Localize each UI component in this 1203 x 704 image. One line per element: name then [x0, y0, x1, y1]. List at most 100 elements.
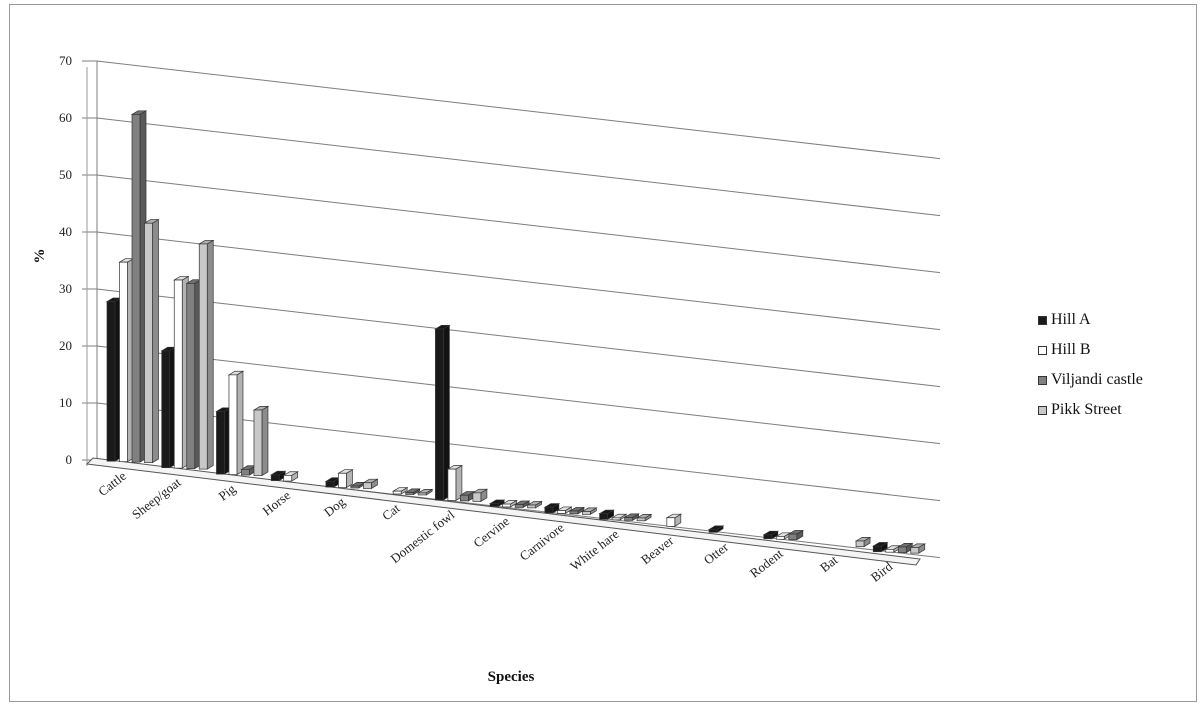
- bar-pikk-street-white-hare: [635, 513, 653, 522]
- bar-front: [119, 261, 128, 463]
- gridline: [96, 60, 941, 160]
- bar-hill-b-domestic-fowl: [446, 464, 464, 502]
- bar-front: [775, 536, 785, 540]
- bar-front: [173, 279, 183, 469]
- bar-front: [514, 504, 524, 508]
- bar-front: [460, 494, 469, 502]
- bar-hill-a-domestic-fowl: [434, 324, 451, 501]
- bar-hill-b-pig: [227, 370, 245, 476]
- bar-front: [283, 475, 293, 482]
- bar-side: [206, 239, 214, 470]
- bar-front: [708, 529, 718, 533]
- legend-swatch: [1038, 315, 1047, 325]
- x-tick-label: Cervine: [470, 513, 512, 550]
- legend-swatch: [1038, 375, 1047, 385]
- chart-floor: [85, 457, 921, 566]
- bar-hill-b-dog: [337, 469, 354, 489]
- legend-item-viljandi-castle: Viljandi castle: [1038, 365, 1143, 395]
- bar-viljandi-castle-pig: [240, 465, 257, 476]
- bar-front: [350, 485, 360, 489]
- y-tick-label: 10: [59, 395, 72, 410]
- bar-front: [338, 472, 347, 488]
- bar-hill-a-dog: [324, 477, 342, 488]
- legend-label: Hill B: [1051, 341, 1091, 358]
- gridline: [96, 288, 941, 388]
- bar-viljandi-castle-white-hare: [623, 513, 640, 521]
- bar-viljandi-castle-cat: [404, 488, 421, 496]
- bar-front: [253, 409, 263, 476]
- bar-front: [363, 482, 372, 489]
- x-tick-label: Rodent: [747, 545, 786, 580]
- legend-item-hill-a: Hill A: [1038, 305, 1143, 335]
- bar-front: [611, 517, 621, 521]
- bar-hill-b-bird: [884, 545, 902, 553]
- bar-hill-a-bird: [872, 541, 889, 553]
- bar-viljandi-castle-rodent: [787, 529, 805, 541]
- legend-item-pikk-street: Pikk Street: [1038, 395, 1143, 425]
- bar-hill-b-cervine: [501, 499, 518, 508]
- y-tick-label: 0: [66, 452, 73, 467]
- bar-hill-b-beaver: [665, 513, 683, 527]
- bar-pikk-street-cervine: [526, 500, 543, 509]
- bar-hill-a-otter: [707, 525, 725, 533]
- x-tick-label: Dog: [321, 494, 348, 520]
- bar-viljandi-castle-cattle: [130, 110, 148, 463]
- legend-item-hill-b: Hill B: [1038, 335, 1143, 365]
- x-tick-label: Pig: [216, 481, 239, 504]
- bar-hill-b-horse: [282, 471, 299, 482]
- bar-front: [910, 547, 920, 554]
- bar-front: [897, 546, 907, 554]
- bar-hill-b-cattle: [118, 257, 135, 463]
- bar-front: [325, 480, 335, 488]
- x-tick-label: White hare: [567, 526, 622, 573]
- bar-front: [435, 328, 444, 501]
- bar-front: [599, 513, 608, 520]
- gridline: [96, 345, 941, 445]
- y-tick-label: 30: [59, 281, 72, 296]
- y-tick-label: 20: [59, 338, 72, 353]
- bar-viljandi-castle-carnivore: [568, 506, 586, 515]
- bar-layer: [105, 110, 927, 554]
- bar-front: [392, 490, 402, 495]
- bar-front: [624, 517, 633, 521]
- gridline: [96, 117, 941, 217]
- bar-front: [161, 350, 171, 468]
- bar-hill-a-pig: [215, 407, 232, 475]
- legend-label: Pikk Street: [1051, 401, 1122, 418]
- bar-hill-b-rodent: [775, 532, 792, 540]
- floor-plane: [85, 457, 921, 566]
- bar-pikk-street-cat: [416, 488, 434, 496]
- bar-front: [557, 510, 566, 514]
- bar-front: [447, 468, 457, 501]
- bar-hill-a-cattle: [105, 297, 123, 462]
- bar-hill-a-sheep-goat: [160, 346, 177, 469]
- bar-front: [405, 492, 415, 495]
- bar-viljandi-castle-cervine: [513, 500, 531, 509]
- bar-front: [527, 504, 536, 509]
- bar-side: [261, 405, 269, 477]
- bar-front: [228, 374, 238, 475]
- bar-pikk-street-bat: [854, 536, 872, 548]
- bar-front: [241, 469, 250, 476]
- bar-front: [569, 510, 579, 515]
- legend-swatch: [1038, 405, 1047, 415]
- bar-pikk-street-sheep-goat: [197, 239, 215, 470]
- bar-front: [666, 517, 676, 527]
- x-tick-label: Cattle: [95, 468, 129, 499]
- x-axis-title: Species: [488, 669, 535, 685]
- legend-label: Hill A: [1051, 311, 1091, 328]
- bar-side: [236, 370, 244, 476]
- bar-front: [270, 474, 280, 481]
- gridline: [96, 174, 941, 274]
- y-tick-label: 60: [59, 110, 72, 125]
- bar-front: [186, 283, 196, 469]
- y-tick-label: 40: [59, 224, 72, 239]
- y-tick-label: 70: [59, 53, 72, 68]
- bar-front: [417, 492, 427, 496]
- bar-pikk-street-dog: [362, 478, 379, 490]
- bar-front: [144, 222, 153, 463]
- bar-front: [216, 411, 225, 475]
- x-tick-label: Horse: [259, 487, 293, 518]
- x-tick-label: Carnivore: [517, 520, 567, 564]
